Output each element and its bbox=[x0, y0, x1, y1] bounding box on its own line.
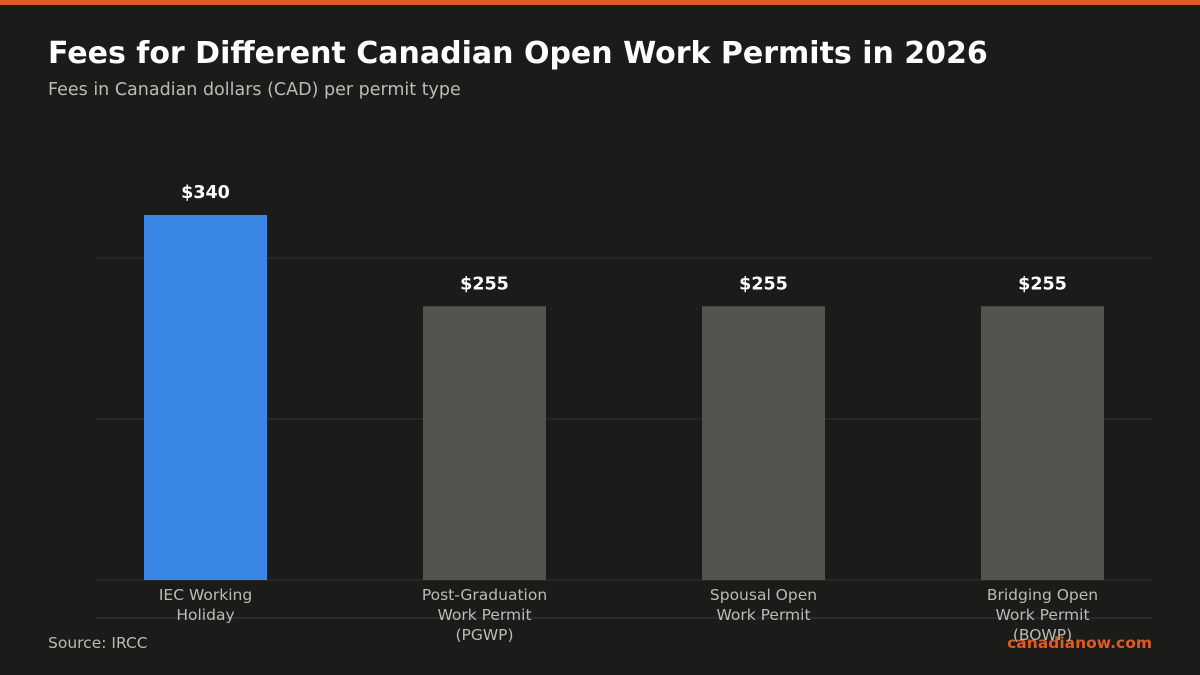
x-tick-label: Post-Graduation Work Permit (PGWP) bbox=[421, 586, 548, 644]
bar bbox=[981, 306, 1104, 580]
value-label: $255 bbox=[460, 274, 509, 294]
bar bbox=[423, 306, 546, 580]
source: Source: IRCC bbox=[48, 634, 148, 652]
bar bbox=[702, 306, 825, 580]
chart-subtitle: Fees in Canadian dollars (CAD) per permi… bbox=[48, 80, 461, 100]
x-tick-label: Bridging Open Work Permit (BOWP) bbox=[986, 586, 1099, 644]
brand: canadianow.com bbox=[1007, 634, 1152, 652]
bar bbox=[144, 215, 267, 580]
top-stripe bbox=[0, 0, 1200, 5]
value-label: $255 bbox=[739, 274, 788, 294]
value-label: $255 bbox=[1018, 274, 1067, 294]
chart-title: Fees for Different Canadian Open Work Pe… bbox=[48, 36, 988, 71]
value-label: $340 bbox=[181, 183, 230, 203]
x-tick-label: IEC Working Holiday bbox=[158, 586, 253, 624]
x-tick-label: Spousal Open Work Permit bbox=[709, 586, 818, 624]
